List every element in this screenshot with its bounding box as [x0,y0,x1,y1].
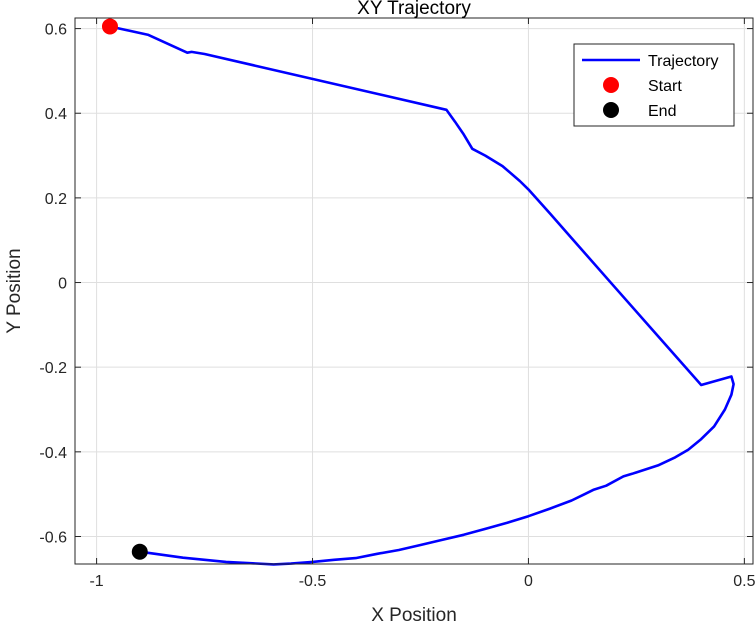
y-tick-label: -0.2 [39,360,67,377]
start-marker [101,18,118,35]
legend-start-label: Start [648,78,682,95]
y-axis-label: Y Position [4,248,25,333]
axes-box [74,17,754,565]
x-tick-label: -1 [89,573,103,590]
legend-box [573,43,735,127]
y-tick-label: 0.4 [45,106,67,123]
x-tick-label: 0 [524,573,533,590]
grid-lines [75,18,753,564]
y-tick-label: 0 [58,276,67,293]
legend-trajectory-label: Trajectory [648,53,719,70]
chart-title: XY Trajectory [357,0,471,19]
legend-end-swatch [603,102,619,118]
x-tick-label: -0.5 [299,573,327,590]
x-axis-label: X Position [371,605,457,626]
x-tick-labels: -1 -0.5 0 0.5 [89,573,755,590]
y-tick-label: -0.6 [39,529,67,546]
legend: Trajectory Start End [573,43,735,127]
trajectory-line [108,25,735,566]
legend-end-label: End [648,103,676,120]
y-tick-label: 0.6 [45,22,67,39]
x-tick-label: 0.5 [733,573,755,590]
y-tick-label: -0.4 [39,445,67,462]
axis-ticks [75,18,753,564]
y-tick-labels: 0.6 0.4 0.2 0 -0.2 -0.4 -0.6 [39,22,67,547]
end-marker [131,543,148,560]
y-tick-label: 0.2 [45,191,67,208]
legend-start-swatch [603,77,619,93]
